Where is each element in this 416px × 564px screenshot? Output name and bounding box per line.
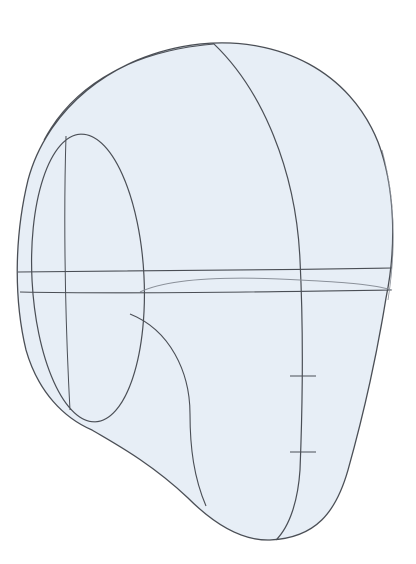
brow-line-lower — [19, 289, 393, 294]
head-outline — [16, 42, 394, 541]
center-vertical-guideline — [213, 43, 303, 541]
cranium-side-ellipse — [30, 133, 146, 423]
jaw-curve — [129, 313, 207, 507]
cheekbone-curve — [139, 277, 393, 293]
side-vertical-guideline — [64, 135, 71, 411]
skull-top-contour — [43, 43, 215, 141]
brow-line-upper — [17, 267, 393, 273]
face-edge-sketch — [381, 149, 394, 301]
